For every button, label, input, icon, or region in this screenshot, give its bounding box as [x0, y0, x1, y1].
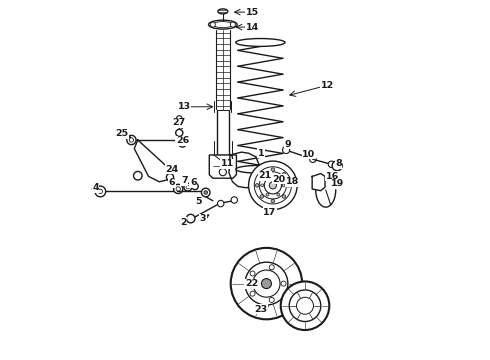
Circle shape — [266, 175, 269, 177]
Circle shape — [231, 248, 302, 319]
Circle shape — [220, 168, 226, 176]
Circle shape — [335, 164, 339, 167]
Ellipse shape — [209, 20, 237, 29]
Text: 5: 5 — [196, 197, 202, 206]
Circle shape — [129, 138, 134, 142]
Text: 23: 23 — [254, 305, 268, 314]
Text: 9: 9 — [285, 140, 291, 149]
Circle shape — [281, 282, 329, 330]
Circle shape — [201, 188, 210, 197]
Text: 21: 21 — [258, 171, 271, 180]
Circle shape — [296, 297, 314, 314]
Text: 16: 16 — [326, 172, 339, 181]
Circle shape — [250, 291, 255, 296]
Text: 24: 24 — [165, 165, 178, 174]
Circle shape — [269, 265, 274, 270]
Text: 11: 11 — [220, 159, 234, 168]
Circle shape — [248, 161, 297, 210]
Circle shape — [95, 186, 106, 197]
Circle shape — [179, 140, 186, 147]
Circle shape — [134, 171, 142, 180]
Ellipse shape — [218, 9, 228, 14]
Circle shape — [250, 271, 255, 276]
Circle shape — [277, 193, 280, 196]
Circle shape — [310, 156, 316, 162]
Text: 3: 3 — [199, 214, 206, 223]
Circle shape — [262, 279, 271, 289]
Circle shape — [176, 116, 182, 121]
Text: 2: 2 — [180, 218, 187, 227]
Text: 27: 27 — [172, 118, 186, 127]
Circle shape — [184, 183, 192, 191]
Circle shape — [231, 197, 238, 203]
Text: 6: 6 — [169, 178, 175, 187]
Circle shape — [259, 172, 287, 199]
Circle shape — [283, 147, 290, 154]
Text: 18: 18 — [286, 177, 299, 186]
Circle shape — [271, 199, 275, 203]
Circle shape — [254, 167, 292, 204]
Circle shape — [269, 297, 274, 302]
Text: 20: 20 — [272, 175, 286, 184]
Text: 4: 4 — [93, 183, 99, 192]
Circle shape — [186, 214, 195, 223]
Circle shape — [260, 195, 264, 198]
Circle shape — [176, 187, 180, 191]
Text: 7: 7 — [181, 176, 188, 185]
Circle shape — [245, 262, 288, 305]
Circle shape — [255, 184, 259, 187]
Text: 19: 19 — [331, 179, 344, 188]
Circle shape — [98, 189, 102, 194]
Ellipse shape — [236, 165, 285, 173]
Circle shape — [282, 184, 285, 187]
Circle shape — [282, 172, 286, 176]
Circle shape — [287, 184, 291, 187]
Circle shape — [127, 135, 136, 145]
Polygon shape — [229, 152, 259, 188]
Text: 8: 8 — [335, 159, 342, 168]
Text: 22: 22 — [245, 279, 258, 288]
Circle shape — [281, 281, 286, 286]
Circle shape — [192, 183, 198, 190]
Circle shape — [260, 172, 264, 176]
Circle shape — [204, 191, 207, 194]
Polygon shape — [134, 140, 172, 182]
Text: 26: 26 — [176, 136, 189, 145]
Ellipse shape — [236, 39, 285, 46]
Circle shape — [270, 182, 276, 189]
Circle shape — [261, 184, 264, 187]
Circle shape — [167, 174, 173, 181]
Text: 15: 15 — [245, 8, 259, 17]
Text: 1: 1 — [258, 149, 265, 158]
Circle shape — [176, 129, 183, 136]
Circle shape — [253, 270, 280, 297]
Text: 6: 6 — [190, 178, 196, 187]
Circle shape — [277, 175, 280, 177]
Circle shape — [332, 161, 342, 171]
Circle shape — [282, 195, 286, 198]
Circle shape — [218, 201, 224, 207]
Circle shape — [173, 184, 183, 194]
Text: 12: 12 — [320, 81, 334, 90]
Circle shape — [271, 168, 275, 171]
Circle shape — [266, 193, 269, 196]
Text: 25: 25 — [115, 129, 128, 138]
Text: 10: 10 — [302, 150, 315, 159]
Polygon shape — [312, 174, 325, 191]
Circle shape — [264, 177, 281, 194]
Circle shape — [328, 161, 335, 167]
Text: 14: 14 — [245, 23, 259, 32]
Circle shape — [230, 22, 235, 27]
Circle shape — [186, 185, 190, 189]
Circle shape — [210, 22, 215, 27]
Polygon shape — [209, 155, 237, 178]
Ellipse shape — [213, 22, 233, 28]
Text: 13: 13 — [178, 102, 191, 111]
Text: 17: 17 — [264, 208, 277, 217]
Circle shape — [289, 290, 321, 321]
